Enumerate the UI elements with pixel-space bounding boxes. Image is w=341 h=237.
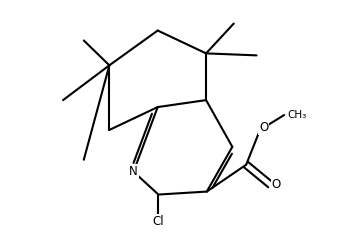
Text: O: O xyxy=(259,121,268,134)
Text: CH₃: CH₃ xyxy=(288,110,307,120)
Text: O: O xyxy=(271,178,281,191)
Text: Cl: Cl xyxy=(152,215,164,228)
Text: N: N xyxy=(129,165,138,178)
